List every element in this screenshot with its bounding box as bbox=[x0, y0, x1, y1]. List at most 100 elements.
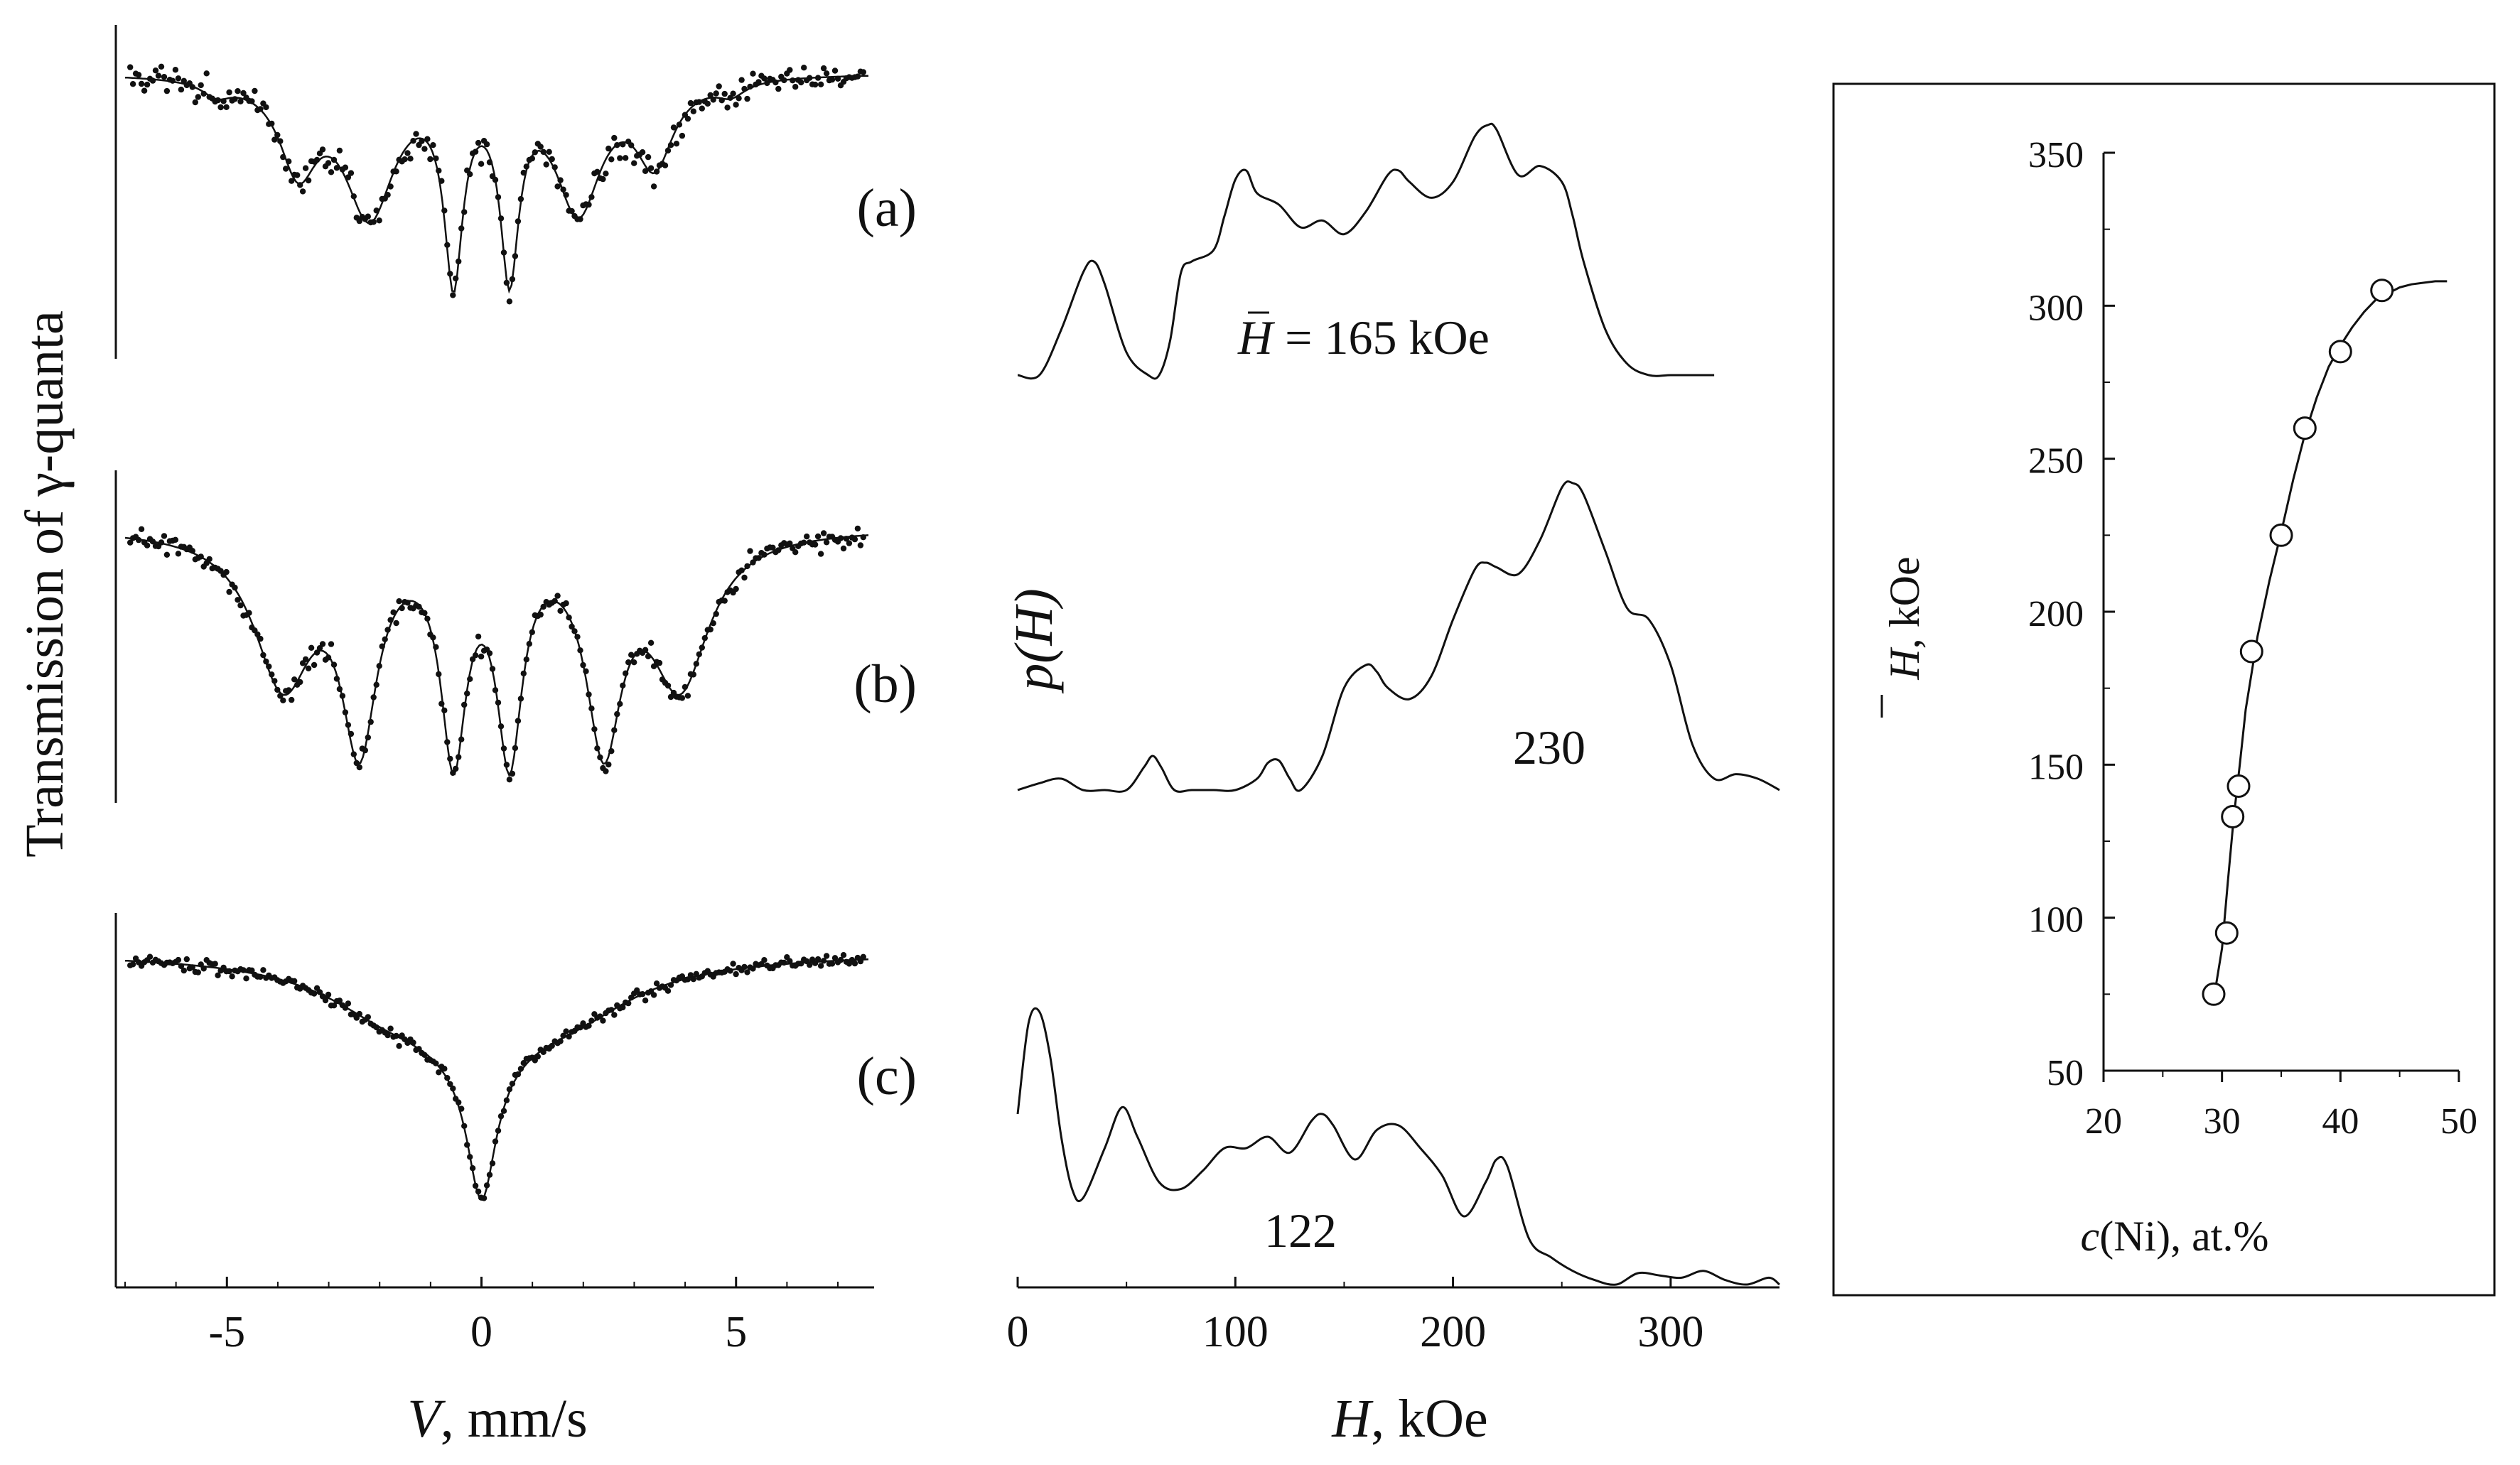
spectrum-data-point bbox=[597, 754, 603, 761]
spectrum-data-point bbox=[263, 104, 269, 111]
spectrum-data-point bbox=[718, 97, 725, 104]
spectrum-data-point bbox=[577, 1025, 583, 1031]
spectrum-data-point bbox=[560, 1032, 566, 1039]
spectrum-data-point bbox=[223, 568, 230, 575]
spectrum-data-point bbox=[837, 535, 844, 541]
spectrum-data-point bbox=[458, 736, 465, 742]
spectrum-data-point bbox=[129, 81, 136, 87]
spectrum-data-point bbox=[424, 136, 431, 142]
spectrum-data-point bbox=[263, 658, 269, 665]
spectrum-fit-curve bbox=[124, 958, 869, 1201]
distribution-annotation: 230 bbox=[1513, 720, 1585, 774]
spectrum-data-point bbox=[220, 98, 227, 104]
spectrum-data-point bbox=[716, 83, 722, 90]
spectrum-data-point bbox=[456, 754, 462, 760]
spectrum-data-point bbox=[701, 634, 708, 642]
spectrum-data-point bbox=[664, 682, 672, 689]
spectrum-data-point bbox=[614, 710, 620, 718]
spectrum-data-point bbox=[662, 162, 669, 168]
spectrum-data-point bbox=[551, 598, 558, 604]
spectrum-data-point bbox=[229, 973, 235, 980]
spectrum-data-point bbox=[611, 727, 618, 733]
inset-x-tick-label: 20 bbox=[2085, 1101, 2122, 1142]
spectrum-data-point bbox=[798, 79, 804, 86]
spectrum-data-point bbox=[189, 964, 195, 971]
spectrum-data-point bbox=[283, 166, 289, 172]
spectrum-data-point bbox=[319, 641, 326, 647]
spectrum-data-point bbox=[594, 745, 601, 752]
spectrum-data-point bbox=[506, 298, 513, 305]
spectrum-data-point bbox=[724, 104, 731, 111]
spectrum-data-point bbox=[178, 86, 185, 93]
spectrum-data-point bbox=[311, 990, 318, 997]
spectrum-data-point bbox=[608, 156, 615, 163]
spectrum-data-point bbox=[699, 644, 705, 651]
inset-frame bbox=[1832, 82, 2496, 1297]
spectrum-data-point bbox=[523, 656, 529, 663]
inset-data-point bbox=[2221, 805, 2245, 828]
spectrum-data-point bbox=[266, 663, 272, 670]
spectrum-data-point bbox=[679, 695, 686, 701]
spectrum-data-point bbox=[699, 105, 705, 112]
spectrum-data-point bbox=[625, 659, 632, 666]
spectrum-data-point bbox=[515, 1071, 522, 1078]
spectrum-data-point bbox=[416, 603, 422, 610]
spectrum-data-point bbox=[464, 1142, 470, 1148]
spectrum-data-point bbox=[461, 1123, 468, 1130]
spectrum-data-point bbox=[834, 75, 841, 82]
velocity-tick-label: -5 bbox=[208, 1308, 245, 1356]
spectrum-data-point bbox=[517, 195, 524, 202]
spectrum-data-point bbox=[787, 540, 793, 546]
spectrum-data-point bbox=[642, 647, 649, 653]
spectrum-data-point bbox=[410, 1039, 416, 1046]
spectrum-data-point bbox=[127, 539, 134, 546]
spectrum-data-point bbox=[456, 1099, 462, 1105]
spectrum-data-point bbox=[588, 706, 595, 712]
spectrum-data-point bbox=[370, 694, 377, 701]
mossbauer-spectra-panel: (a) (b) (c) -5 0 5 V, mm/s Transmission of γ… bbox=[15, 25, 917, 1449]
inset-y-tick-label: 300 bbox=[2028, 288, 2084, 328]
spectrum-data-point bbox=[653, 168, 660, 175]
spectrum-data-point bbox=[447, 271, 453, 277]
spectrum-data-point bbox=[413, 131, 419, 137]
spectrum-data-point bbox=[857, 542, 864, 548]
spectrum-data-point bbox=[260, 967, 266, 973]
spectrum-data-point bbox=[664, 147, 672, 154]
spectrum-data-point bbox=[540, 603, 546, 610]
spectrum-data-point bbox=[696, 99, 702, 105]
spectrum-data-point bbox=[319, 146, 326, 153]
spectrum-data-point bbox=[591, 726, 598, 732]
spectrum-data-point bbox=[580, 661, 586, 669]
spectrum-data-point bbox=[399, 605, 405, 612]
spectrum-data-point bbox=[625, 1000, 632, 1007]
spectrum-data-point bbox=[645, 653, 652, 659]
spectrum-data-point bbox=[608, 1007, 615, 1013]
spectrum-data-point bbox=[486, 650, 493, 656]
spectrum-data-point bbox=[526, 641, 532, 647]
spectrum-data-point bbox=[269, 671, 275, 678]
spectrum-data-point bbox=[404, 150, 411, 156]
spectrum-data-point bbox=[235, 88, 241, 94]
spectrum-data-point bbox=[792, 549, 799, 556]
spectrum-data-point bbox=[571, 628, 578, 634]
spectrum-data-point bbox=[330, 1002, 338, 1009]
spectrum-data-point bbox=[384, 192, 391, 198]
spectrum-data-point bbox=[781, 959, 787, 966]
spectrum-data-point bbox=[744, 969, 750, 975]
spectrum-data-point bbox=[747, 83, 753, 90]
inset-y-tick-label: 200 bbox=[2028, 594, 2084, 634]
spectrum-data-point bbox=[325, 160, 332, 166]
spectrum-data-point bbox=[620, 682, 626, 688]
spectrum-data-point bbox=[365, 734, 371, 741]
spectrum-data-point bbox=[330, 156, 338, 163]
spectrum-data-point bbox=[175, 956, 182, 963]
spectrum-data-point bbox=[500, 745, 507, 752]
spectrum-data-point bbox=[523, 163, 529, 170]
spectrum-data-point bbox=[356, 217, 362, 225]
inset-data-point bbox=[2214, 921, 2239, 945]
spectrum-data-point bbox=[271, 678, 278, 684]
spectrum-data-point bbox=[163, 551, 171, 558]
spectrum-data-point bbox=[274, 686, 281, 693]
spectrum-data-point bbox=[684, 115, 691, 122]
spectrum-data-point bbox=[690, 108, 696, 114]
